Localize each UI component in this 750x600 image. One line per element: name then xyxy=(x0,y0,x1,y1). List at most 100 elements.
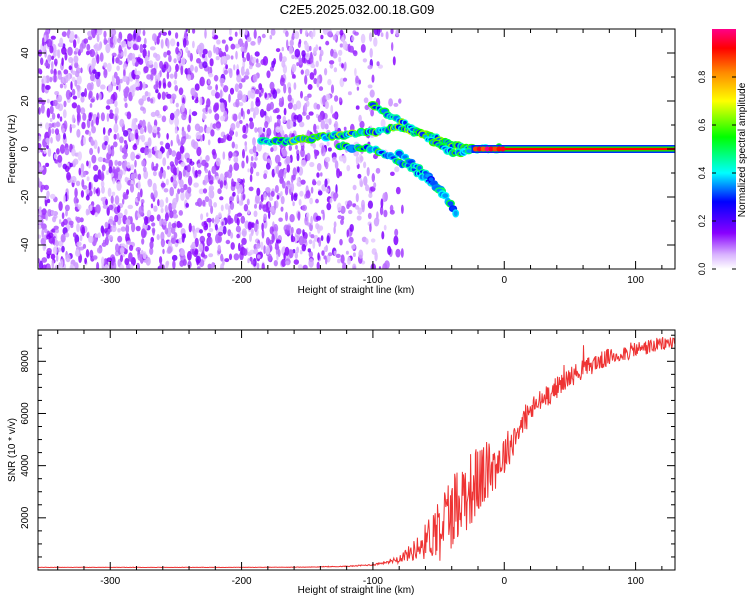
noise-speck xyxy=(154,109,160,117)
noise-speck xyxy=(358,249,364,259)
noise-speck xyxy=(85,129,90,135)
noise-speck xyxy=(224,203,229,210)
noise-speck xyxy=(110,172,114,177)
noise-speck xyxy=(326,202,332,211)
noise-speck xyxy=(51,122,55,128)
noise-speck xyxy=(230,43,236,50)
noise-speck xyxy=(324,118,330,123)
noise-speck xyxy=(316,163,322,171)
noise-speck xyxy=(318,225,324,231)
noise-speck xyxy=(107,148,112,155)
noise-speck xyxy=(74,70,80,78)
noise-speck xyxy=(125,224,130,234)
noise-speck xyxy=(329,198,333,204)
noise-speck xyxy=(380,119,386,128)
noise-speck xyxy=(131,118,137,128)
noise-speck xyxy=(235,121,240,129)
noise-speck xyxy=(46,247,52,254)
noise-speck xyxy=(132,144,138,151)
x-tick-label: -200 xyxy=(232,275,252,286)
noise-speck xyxy=(122,40,127,48)
noise-speck xyxy=(170,38,176,47)
noise-speck xyxy=(114,107,119,115)
noise-speck xyxy=(53,153,58,159)
noise-speck xyxy=(199,229,203,234)
noise-speck xyxy=(288,45,294,55)
noise-speck xyxy=(398,98,402,104)
noise-speck xyxy=(339,43,344,48)
noise-speck xyxy=(153,145,158,152)
noise-speck xyxy=(134,68,138,75)
noise-speck xyxy=(240,46,244,53)
noise-speck xyxy=(93,186,96,195)
noise-speck xyxy=(154,74,158,82)
snr-x-label: Height of straight line (km) xyxy=(298,585,415,596)
noise-speck xyxy=(355,205,360,210)
noise-speck xyxy=(309,72,315,80)
noise-speck xyxy=(138,205,144,216)
noise-speck xyxy=(167,165,170,170)
carrier-hotspot xyxy=(488,146,494,152)
x-tick-label: -100 xyxy=(363,576,383,587)
noise-speck xyxy=(131,222,136,233)
noise-speck xyxy=(116,65,120,71)
noise-speck xyxy=(255,58,259,64)
noise-speck xyxy=(240,66,245,76)
noise-speck xyxy=(133,29,137,40)
noise-speck xyxy=(252,145,257,153)
noise-speck xyxy=(106,170,109,176)
noise-speck xyxy=(122,75,128,83)
noise-speck xyxy=(100,173,105,182)
noise-speck xyxy=(58,219,62,225)
noise-speck xyxy=(170,226,176,234)
noise-speck xyxy=(333,226,336,234)
noise-speck xyxy=(296,228,302,235)
noise-speck xyxy=(174,70,178,80)
noise-speck xyxy=(277,170,283,179)
noise-speck xyxy=(325,93,331,101)
noise-speck xyxy=(50,68,54,75)
noise-speck xyxy=(49,76,53,83)
colorbar-tick-label: 0.0 xyxy=(697,263,707,276)
noise-speck xyxy=(217,188,222,195)
noise-speck xyxy=(89,147,94,156)
noise-speck xyxy=(55,240,59,247)
noise-speck xyxy=(174,125,178,134)
noise-speck xyxy=(142,251,147,260)
noise-speck xyxy=(353,265,356,269)
noise-speck xyxy=(143,170,149,180)
noise-speck xyxy=(361,204,365,213)
noise-speck xyxy=(245,155,249,164)
noise-speck xyxy=(363,176,368,186)
noise-speck xyxy=(88,112,92,122)
y-tick-label: 6000 xyxy=(20,402,31,425)
noise-speck xyxy=(315,223,319,230)
noise-speck xyxy=(179,187,185,193)
noise-speck xyxy=(335,31,341,36)
noise-speck xyxy=(222,225,227,235)
noise-speck xyxy=(237,178,241,182)
noise-speck xyxy=(241,228,247,238)
noise-speck xyxy=(116,205,121,213)
noise-speck xyxy=(294,30,300,40)
noise-speck xyxy=(234,143,238,150)
noise-speck xyxy=(48,126,51,137)
y-tick-label: 0 xyxy=(20,146,31,152)
noise-speck xyxy=(76,216,81,223)
noise-speck xyxy=(276,195,280,200)
noise-speck xyxy=(60,258,64,269)
noise-speck xyxy=(53,225,59,230)
noise-speck xyxy=(162,248,165,255)
noise-speck xyxy=(166,39,170,49)
noise-speck xyxy=(367,65,373,70)
noise-speck xyxy=(123,130,129,137)
noise-speck xyxy=(134,81,140,88)
noise-speck xyxy=(162,82,167,89)
noise-speck xyxy=(281,180,286,189)
noise-speck xyxy=(100,112,105,122)
noise-speck xyxy=(395,29,400,37)
noise-speck xyxy=(69,32,75,41)
noise-speck xyxy=(313,68,317,76)
noise-speck xyxy=(241,237,247,245)
noise-speck xyxy=(106,113,110,122)
